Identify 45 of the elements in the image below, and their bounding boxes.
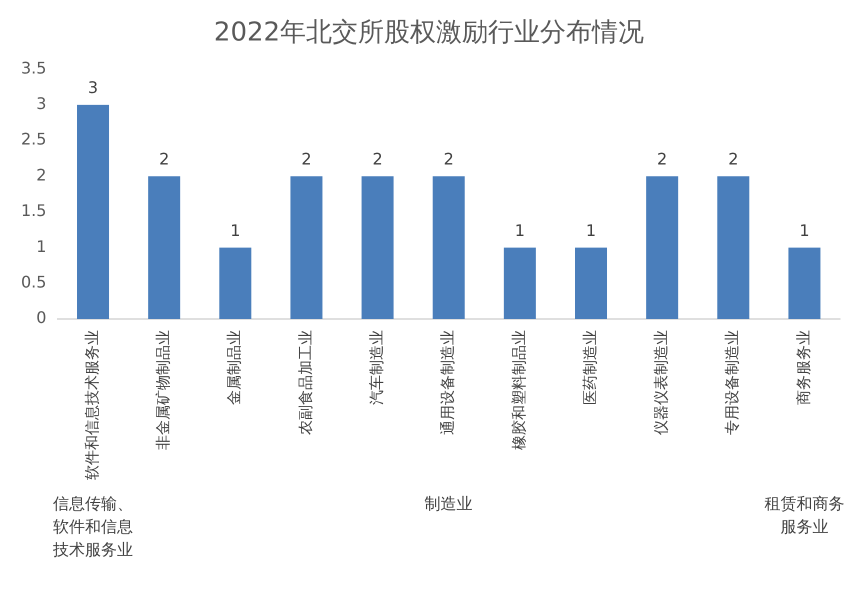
bar [432,176,465,319]
y-tick-label: 0.5 [20,272,46,292]
bar [77,104,110,319]
x-tick-label: 专用设备制造业 [723,330,742,435]
bar [646,176,678,319]
y-tick-label: 3.5 [20,58,46,78]
data-label: 1 [230,220,240,240]
text: 信息传输、软件和信息技术服务业 [52,494,134,560]
text: 租赁和商务服务业 [764,494,844,536]
x-tick-label: 橡胶和塑料制品业 [510,330,528,450]
bar [362,176,394,319]
text: 制造业 [424,494,473,514]
data-label: 3 [88,78,98,98]
data-label: 2 [159,149,170,168]
x-tick-label: 仪器仪表制造业 [652,330,670,435]
x-tick-label: 通用设备制造业 [438,330,457,435]
bar [788,248,820,319]
bar [290,176,322,319]
data-label: 1 [514,220,525,240]
chart-title: 2022年北交所股权激励行业分布情况 [214,17,644,48]
y-tick-label: 1.5 [20,201,46,220]
bar [148,176,180,319]
bar [504,248,536,319]
data-label: 2 [372,149,383,168]
x-tick-label: 医药制造业 [580,330,599,405]
bar [575,248,608,319]
data-label: 2 [301,149,312,168]
y-tick-label: 2.5 [20,130,46,149]
x-tick-label: 农副食品加工业 [296,330,314,435]
x-tick-label: 软件和信息技术服务业 [82,330,101,480]
bar [219,248,252,319]
data-label: 2 [444,149,454,168]
data-label: 1 [586,220,596,240]
data-label: 1 [799,220,810,240]
x-tick-label: 非金属矿物制品业 [154,330,172,450]
x-tick-label: 金属制品业 [225,330,244,405]
x-tick-label: 汽车制造业 [367,330,386,405]
y-tick-label: 3 [36,94,46,114]
bar [717,176,750,319]
data-label: 2 [728,149,738,168]
data-label: 2 [657,149,668,168]
y-tick-label: 1 [36,236,46,256]
y-tick-label: 0 [36,308,46,328]
y-tick-label: 2 [36,165,46,184]
x-tick-label: 商务服务业 [794,330,812,405]
